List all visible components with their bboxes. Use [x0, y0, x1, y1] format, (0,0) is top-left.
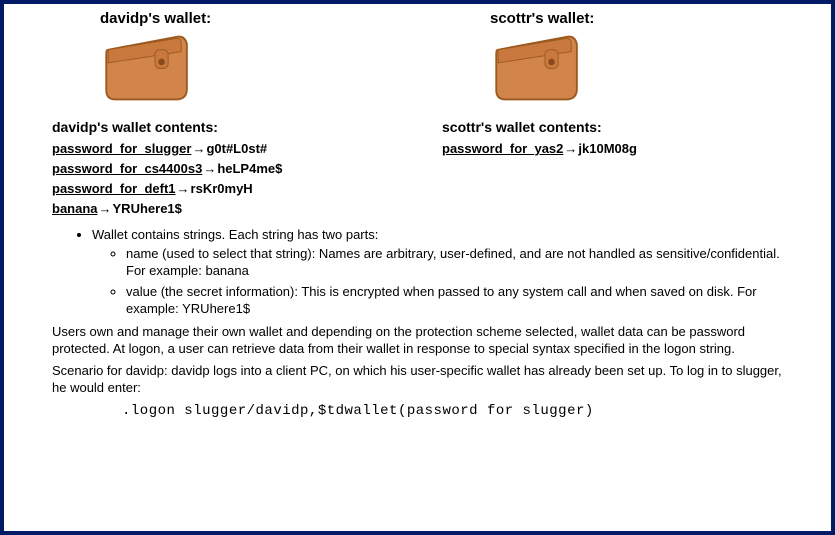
paragraph-ownership: Users own and manage their own wallet an…	[52, 324, 783, 358]
arrow-icon: →	[176, 179, 191, 199]
bullet-main-text: Wallet contains strings. Each string has…	[92, 227, 378, 242]
entry-name: banana	[52, 201, 98, 216]
sub-bullet-list: name (used to select that string): Names…	[126, 246, 783, 318]
arrow-icon: →	[98, 199, 113, 219]
wallet-column: davidp's wallet: davidp's wallet content…	[52, 10, 392, 220]
paragraph-scenario: Scenario for davidp: davidp logs into a …	[52, 363, 783, 397]
wallet-entry: password_for_deft1→rsKr0myH	[52, 179, 392, 199]
wallet-entry: banana→YRUhere1$	[52, 199, 392, 219]
wallet-icon-wrap	[100, 31, 392, 109]
wallet-title: davidp's wallet:	[100, 10, 392, 27]
arrow-icon: →	[191, 139, 206, 159]
wallet-entry: password_for_slugger→g0t#L0st#	[52, 139, 392, 159]
entry-name: password_for_cs4400s3	[52, 161, 202, 176]
arrow-icon: →	[563, 139, 578, 159]
wallet-title: scottr's wallet:	[490, 10, 782, 27]
entry-value: rsKr0myH	[191, 181, 253, 196]
wallet-icon	[490, 31, 585, 106]
arrow-icon: →	[202, 159, 217, 179]
wallet-column: scottr's wallet: scottr's wallet content…	[442, 10, 782, 220]
wallet-icon-wrap	[490, 31, 782, 109]
entry-value: jk10M08g	[578, 141, 637, 156]
wallets-row: davidp's wallet: davidp's wallet content…	[52, 10, 783, 220]
wallet-entry: password_for_cs4400s3→heLP4me$	[52, 159, 392, 179]
wallet-entry: password_for_yas2→jk10M08g	[442, 139, 782, 159]
entry-value: g0t#L0st#	[206, 141, 267, 156]
wallet-contents-title: davidp's wallet contents:	[52, 119, 392, 135]
document-page: davidp's wallet: davidp's wallet content…	[0, 0, 835, 535]
bullet-main: Wallet contains strings. Each string has…	[92, 226, 783, 318]
entry-name: password_for_yas2	[442, 141, 563, 156]
entry-name: password_for_deft1	[52, 181, 176, 196]
sub-bullet-value: value (the secret information): This is …	[126, 284, 783, 318]
sub-bullet-name: name (used to select that string): Names…	[126, 246, 783, 280]
logon-command: .logon slugger/davidp,$tdwallet(password…	[122, 403, 783, 419]
entry-name: password_for_slugger	[52, 141, 191, 156]
entry-value: YRUhere1$	[113, 201, 182, 216]
entry-value: heLP4me$	[217, 161, 282, 176]
wallet-contents-title: scottr's wallet contents:	[442, 119, 782, 135]
wallet-icon	[100, 31, 195, 106]
main-bullet-list: Wallet contains strings. Each string has…	[92, 226, 783, 318]
